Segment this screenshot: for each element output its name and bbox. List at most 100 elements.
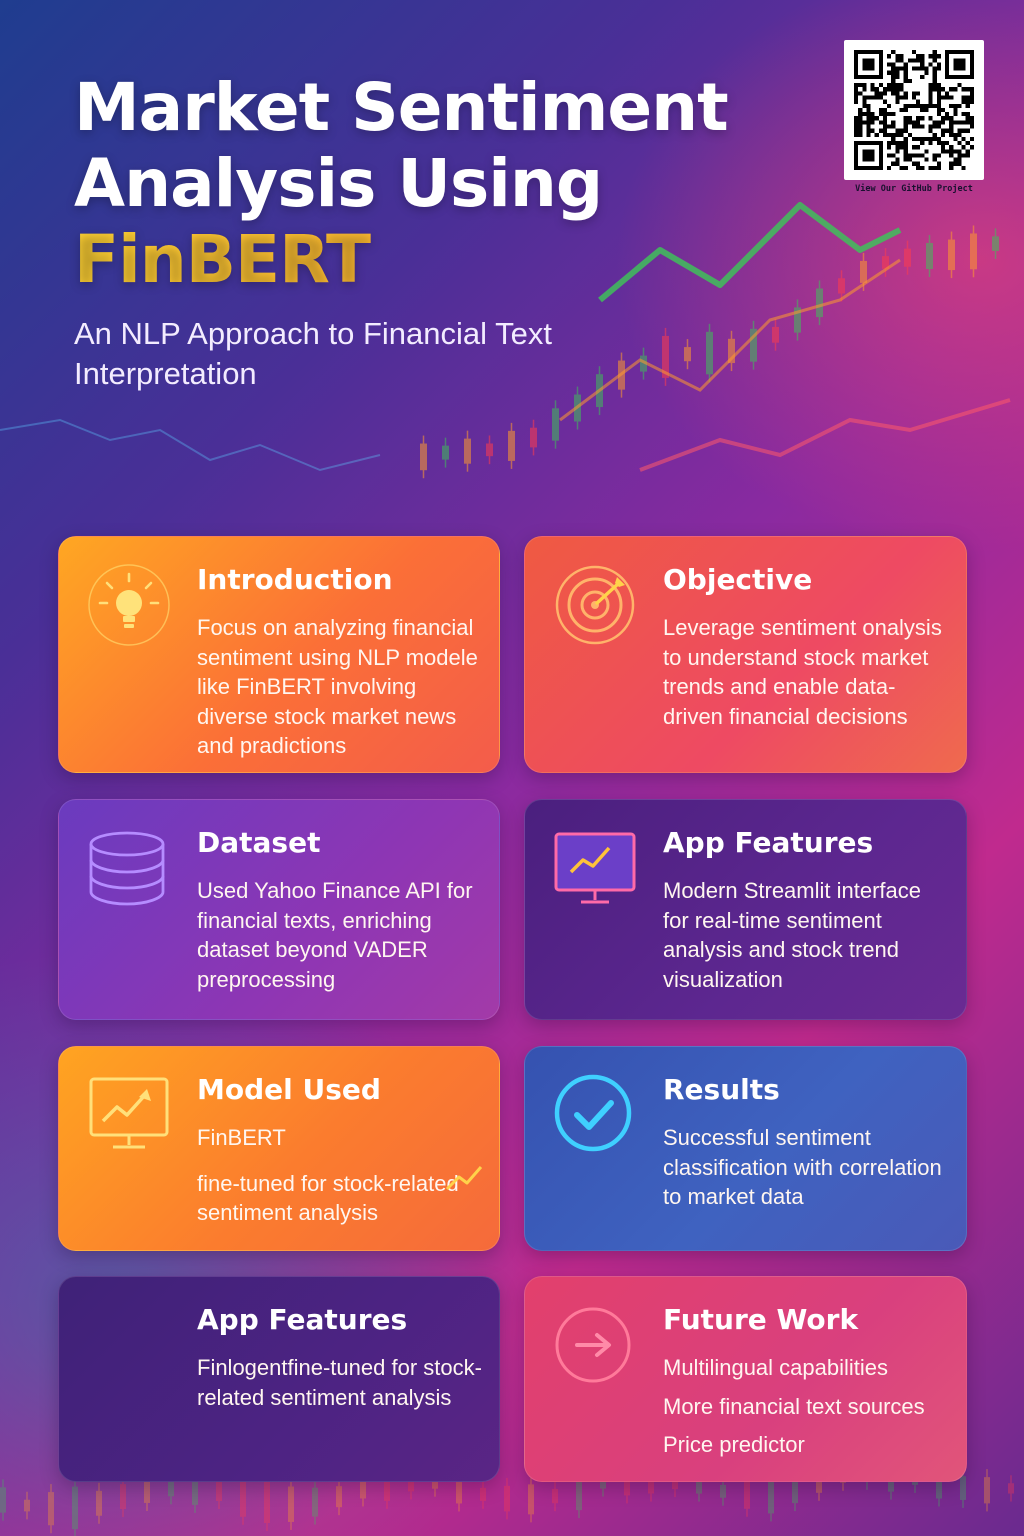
qr-module <box>928 141 933 146</box>
spark-trend-icon <box>445 1166 483 1191</box>
qr-module <box>924 107 929 113</box>
qr-code[interactable] <box>844 40 984 180</box>
title-line-1: Market Sentiment <box>74 69 729 146</box>
qr-module <box>949 132 954 137</box>
qr-module <box>932 87 937 92</box>
qr-module <box>932 136 937 142</box>
qr-module <box>965 99 970 104</box>
qr-module <box>920 116 925 121</box>
qr-module <box>903 91 908 96</box>
qr-module <box>945 116 950 121</box>
qr-module <box>920 136 925 142</box>
qr-module <box>949 103 954 108</box>
qr-module <box>891 153 896 158</box>
qr-module <box>924 70 929 75</box>
qr-module <box>895 161 900 166</box>
qr-module <box>957 103 962 108</box>
candle-body <box>48 1492 54 1526</box>
candle-body <box>24 1499 30 1512</box>
candle-body <box>662 335 669 378</box>
qr-module <box>965 95 970 100</box>
candle-body <box>432 1478 438 1489</box>
trend-line-green <box>598 202 902 303</box>
qr-module <box>940 132 946 137</box>
qr-module <box>903 74 908 79</box>
card-title: Future Work <box>663 1303 859 1336</box>
qr-module <box>895 87 900 92</box>
qr-module <box>866 116 871 121</box>
qr-module <box>969 99 974 104</box>
qr-module <box>940 95 946 100</box>
candle-body <box>750 328 757 362</box>
qr-module <box>903 103 908 108</box>
candle-body <box>288 1486 294 1522</box>
qr-module <box>854 91 859 96</box>
qr-module <box>858 132 863 137</box>
qr-module <box>903 116 908 121</box>
qr-module <box>965 112 970 117</box>
qr-module <box>899 54 904 59</box>
qr-module <box>858 128 863 133</box>
qr-module <box>953 103 958 108</box>
qr-module <box>907 58 912 63</box>
qr-module <box>870 116 875 121</box>
qr-module <box>874 87 879 92</box>
qr-module <box>911 136 917 142</box>
qr-module <box>862 95 867 100</box>
qr-module <box>928 87 933 92</box>
qr-module <box>969 145 974 150</box>
qr-module <box>887 124 892 129</box>
candle-body <box>970 233 977 270</box>
qr-module <box>854 128 859 133</box>
qr-module <box>870 87 875 92</box>
qr-module <box>945 91 950 96</box>
qr-module <box>949 161 954 166</box>
candle-body <box>192 1469 198 1505</box>
qr-module <box>961 128 966 133</box>
qr-module <box>895 83 900 88</box>
candle-body <box>504 1485 510 1512</box>
qr-module <box>891 136 896 142</box>
qr-module <box>936 124 941 129</box>
qr-module <box>870 83 875 88</box>
qr-module <box>899 66 904 71</box>
trend-line-red <box>639 398 1011 472</box>
qr-module <box>949 165 954 170</box>
qr-module <box>911 66 917 71</box>
card-dataset: Dataset Used Yahoo Finance API for finan… <box>58 799 500 1020</box>
candle-body <box>528 1484 534 1515</box>
page-title: Market Sentiment Analysis Using FinBERT <box>74 70 794 298</box>
qr-module <box>899 132 904 137</box>
qr-module <box>854 124 859 129</box>
card-text: Leverage sentiment onalysis to understan… <box>663 615 942 729</box>
qr-module <box>969 116 974 121</box>
qr-finder <box>953 58 966 71</box>
qr-module <box>866 107 871 113</box>
qr-module <box>961 95 966 100</box>
qr-module <box>932 132 937 137</box>
qr-module <box>891 112 896 117</box>
qr-module <box>965 87 970 92</box>
qr-module <box>965 116 970 121</box>
target-icon <box>553 563 637 647</box>
qr-module <box>916 91 921 96</box>
candle-body <box>816 288 823 318</box>
qr-module <box>961 99 966 104</box>
candle-body <box>720 1484 726 1498</box>
qr-module <box>887 103 892 108</box>
qr-module <box>854 99 859 104</box>
qr-module <box>874 132 879 137</box>
qr-module <box>911 50 917 55</box>
qr-module <box>957 128 962 133</box>
card-objective: Objective Leverage sentiment onalysis to… <box>524 536 967 773</box>
qr-module <box>920 165 925 170</box>
qr-finder <box>862 58 875 71</box>
candle-body <box>992 236 999 251</box>
candle-body <box>816 1473 822 1493</box>
qr-module <box>891 62 896 67</box>
candle-body <box>936 1467 942 1499</box>
qr-module <box>945 95 950 100</box>
qr-module <box>916 66 921 71</box>
candle-body <box>684 347 691 362</box>
candle-body <box>792 1476 798 1504</box>
